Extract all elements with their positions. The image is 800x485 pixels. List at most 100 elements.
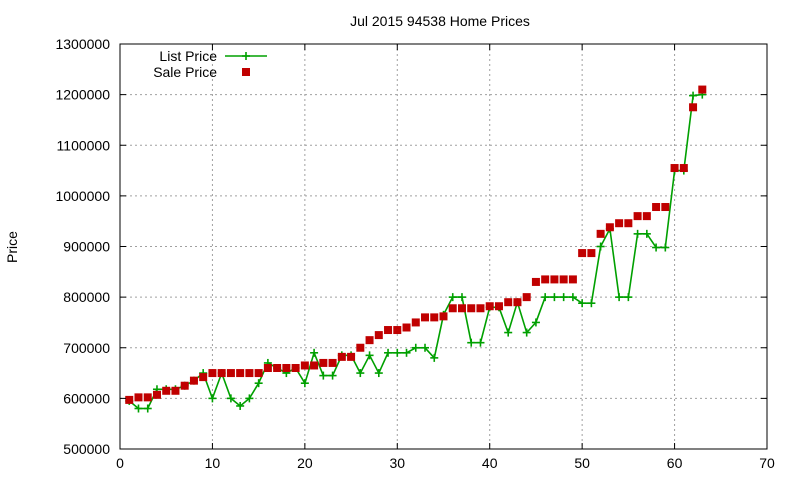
list-price-point <box>208 394 217 403</box>
list-price-point <box>421 343 430 352</box>
sale-price-point <box>282 364 291 372</box>
list-price-point <box>319 371 328 380</box>
sale-price-point <box>328 358 337 367</box>
list-price-point <box>596 242 605 251</box>
list-price-point <box>226 394 235 403</box>
sale-price-point <box>642 212 651 221</box>
sale-price-point <box>374 331 383 340</box>
list-price-point <box>578 299 587 308</box>
sale-price-point <box>236 369 245 378</box>
list-price-point <box>143 404 152 413</box>
sale-price-point <box>568 275 577 284</box>
series-1 <box>125 85 707 404</box>
sale-price-point <box>226 369 235 378</box>
y-tick-label: 1300000 <box>55 36 110 52</box>
sale-price-point <box>559 275 568 284</box>
sale-price-point <box>439 312 448 321</box>
sale-price-point <box>356 343 365 352</box>
sale-price-point <box>199 373 208 382</box>
list-price-point <box>365 351 374 360</box>
sale-price-point <box>679 164 688 173</box>
list-price-point <box>559 293 568 302</box>
sale-price-point <box>162 386 171 395</box>
list-price-point <box>531 318 540 327</box>
legend-square-swatch <box>242 68 250 76</box>
list-price-point <box>541 293 550 302</box>
sale-price-point <box>291 364 300 372</box>
list-price-point <box>402 348 411 357</box>
list-price-point <box>254 379 263 388</box>
legend-plus-marker <box>242 52 250 60</box>
sale-price-point <box>698 85 707 94</box>
sale-price-point <box>319 358 328 367</box>
list-price-point <box>504 328 513 337</box>
list-price-line <box>128 93 703 410</box>
list-price-point <box>236 401 245 410</box>
sale-price-point <box>411 318 420 327</box>
x-tick-label: 30 <box>389 455 405 471</box>
sale-price-point <box>300 361 309 370</box>
sale-price-point <box>578 249 587 258</box>
sale-price-point <box>513 298 522 307</box>
sale-price-point <box>494 302 503 311</box>
sale-price-point <box>152 390 161 399</box>
sale-price-point <box>652 203 661 212</box>
sale-price-point <box>522 293 531 302</box>
sale-price-point <box>457 304 466 313</box>
list-price-point <box>384 348 393 357</box>
sale-price-point <box>689 103 698 112</box>
chart-title: Jul 2015 94538 Home Prices <box>350 13 530 29</box>
list-price-point <box>624 293 633 302</box>
sale-price-point <box>245 369 254 378</box>
list-price-point <box>467 338 476 347</box>
sale-price-point <box>384 326 393 335</box>
sale-price-point <box>633 212 642 221</box>
list-price-point <box>615 293 624 302</box>
sale-price-point <box>485 302 494 311</box>
sale-price-point <box>596 229 605 238</box>
y-tick-label: 1000000 <box>55 188 110 204</box>
list-price-point <box>448 293 457 302</box>
x-tick-label: 40 <box>482 455 498 471</box>
x-tick-label: 50 <box>574 455 590 471</box>
sale-price-point <box>125 395 134 404</box>
tick-layer: 0 10 20 30 40 50 60 70 500000 600000 700000 800000 9… <box>55 36 775 471</box>
x-tick-label: 20 <box>297 455 313 471</box>
list-price-point <box>411 343 420 352</box>
sale-price-point <box>180 381 189 390</box>
sale-price-point <box>421 313 430 322</box>
sale-price-point <box>347 352 356 361</box>
sale-price-point <box>217 369 226 378</box>
list-price-point <box>457 293 466 302</box>
y-tick-label: 600000 <box>63 390 110 406</box>
list-price-point <box>587 299 596 308</box>
list-price-point <box>633 229 642 238</box>
sale-price-point <box>587 249 596 258</box>
sale-price-point <box>476 304 485 313</box>
sale-price-point <box>189 376 198 385</box>
list-price-point <box>245 394 254 403</box>
list-price-point <box>328 371 337 380</box>
plot-frame <box>119 43 768 450</box>
sale-price-point <box>337 352 346 361</box>
sale-price-point <box>365 336 374 345</box>
sale-price-point <box>263 364 272 372</box>
sale-price-point <box>448 304 457 313</box>
list-price-point <box>356 369 365 378</box>
list-price-point <box>642 229 651 238</box>
list-price-point <box>393 348 402 357</box>
list-price-point <box>476 338 485 347</box>
list-price-point <box>374 369 383 378</box>
list-price-point <box>568 293 577 302</box>
legend-label: List Price <box>159 48 217 64</box>
x-tick-label: 70 <box>759 455 775 471</box>
sale-price-point <box>134 393 143 402</box>
list-price-point <box>550 293 559 302</box>
y-tick-label: 700000 <box>63 340 110 356</box>
sale-price-point <box>467 304 476 313</box>
y-tick-label: 800000 <box>63 289 110 305</box>
sale-price-point <box>531 277 540 286</box>
sale-price-point <box>670 164 679 173</box>
